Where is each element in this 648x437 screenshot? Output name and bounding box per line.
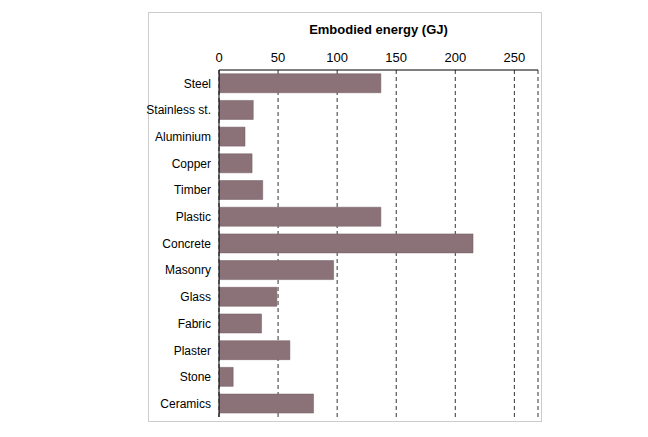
svg-text:Concrete: Concrete xyxy=(162,237,211,251)
svg-text:Masonry: Masonry xyxy=(165,263,211,277)
svg-text:250: 250 xyxy=(504,50,526,65)
svg-text:Plastic: Plastic xyxy=(176,210,211,224)
svg-text:150: 150 xyxy=(385,50,407,65)
svg-text:Aluminium: Aluminium xyxy=(155,130,211,144)
svg-text:Glass: Glass xyxy=(180,290,211,304)
svg-text:Fabric: Fabric xyxy=(178,317,211,331)
svg-text:Timber: Timber xyxy=(174,183,211,197)
svg-text:50: 50 xyxy=(271,50,285,65)
svg-text:Stone: Stone xyxy=(180,370,212,384)
svg-text:0: 0 xyxy=(215,50,222,65)
svg-text:Copper: Copper xyxy=(172,157,211,171)
svg-text:200: 200 xyxy=(444,50,466,65)
svg-text:Plaster: Plaster xyxy=(174,344,211,358)
svg-text:100: 100 xyxy=(326,50,348,65)
html-text:Embodied energy (GJ): Embodied energy (GJ) xyxy=(309,22,448,37)
svg-text:Ceramics: Ceramics xyxy=(160,397,211,411)
svg-text:Steel: Steel xyxy=(184,77,211,91)
svg-text:Stainless st.: Stainless st. xyxy=(146,103,211,117)
